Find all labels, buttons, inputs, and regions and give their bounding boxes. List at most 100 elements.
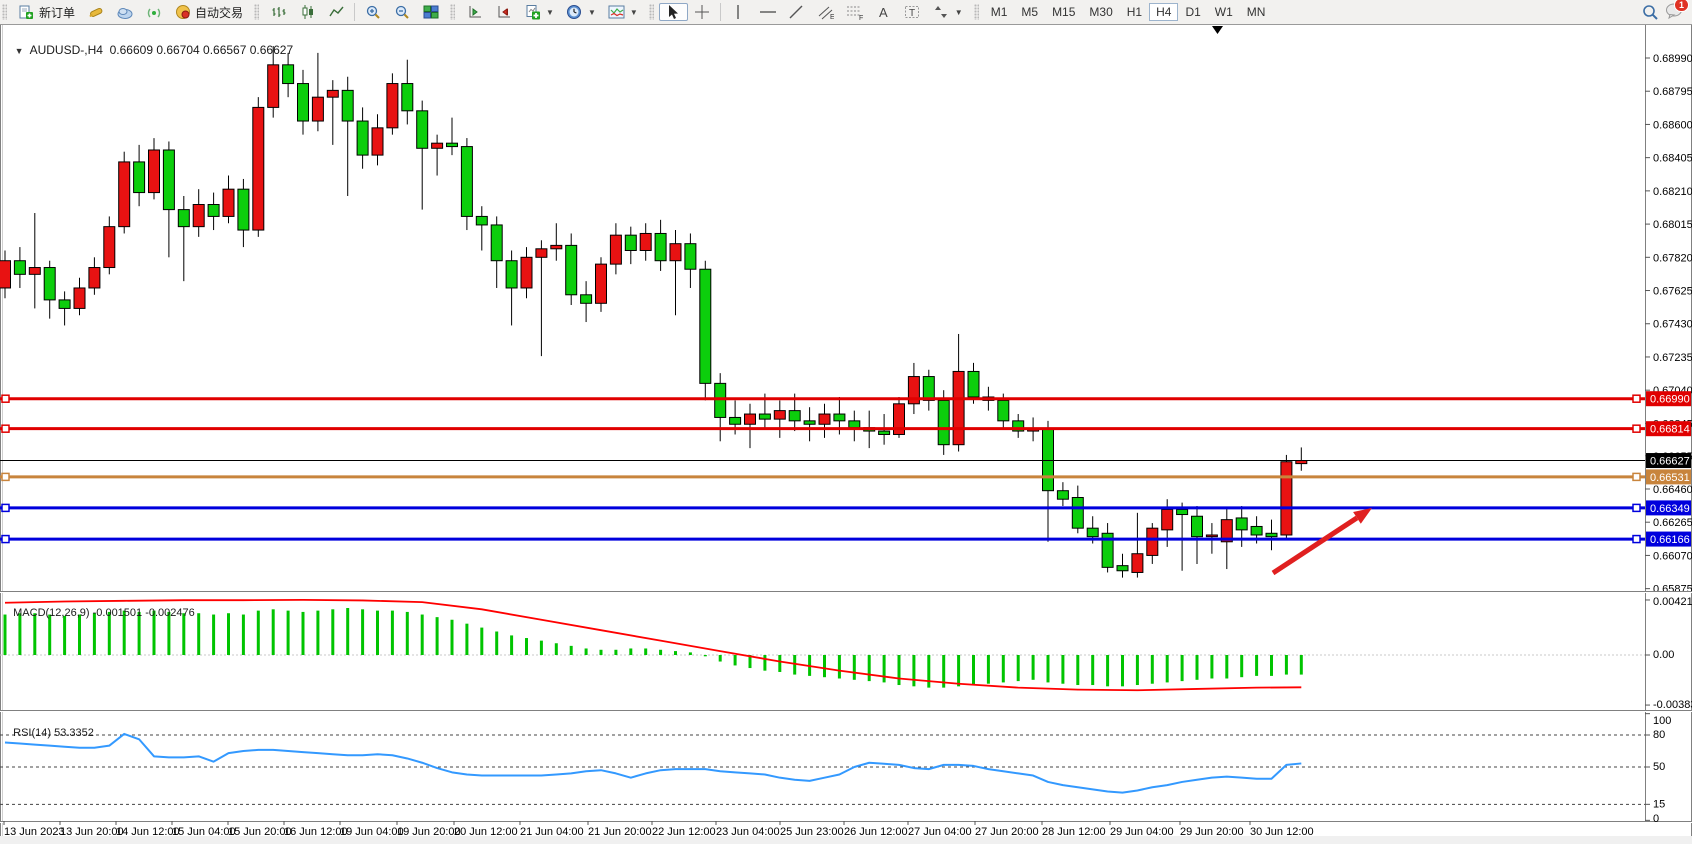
macd-histogram-bar xyxy=(152,610,156,655)
cloud-icon xyxy=(116,4,133,21)
candle-body xyxy=(475,215,488,226)
timeframe-button-m1[interactable]: M1 xyxy=(990,5,1008,19)
macd-histogram-bar xyxy=(763,655,767,671)
candle-body xyxy=(88,267,101,289)
autotrade-label: 自动交易 xyxy=(195,5,244,20)
chart-list-button[interactable] xyxy=(460,3,489,21)
timeframe-button-d1[interactable]: D1 xyxy=(1185,5,1201,19)
timeframe-button-h1[interactable]: H1 xyxy=(1126,5,1143,19)
zoom-in-button[interactable] xyxy=(358,3,387,21)
timeframe-button-m5[interactable]: M5 xyxy=(1021,5,1039,19)
timeframe-button-h4[interactable]: H4 xyxy=(1149,3,1179,21)
timeframe-button-m15[interactable]: M15 xyxy=(1052,5,1076,19)
timeframe-button-w1[interactable]: W1 xyxy=(1214,5,1233,19)
vertical-line-tool-button[interactable] xyxy=(724,3,753,21)
macd-signal-line xyxy=(4,599,1302,692)
price-flag xyxy=(1646,453,1691,469)
macd-histogram-bar xyxy=(167,611,171,655)
time-axis-label: 21 Jun 20:00 xyxy=(588,826,652,838)
tile-windows-button[interactable] xyxy=(416,3,445,21)
candle-body xyxy=(1012,420,1025,432)
line-anchor-marker xyxy=(1,534,10,544)
candle-body xyxy=(714,382,727,418)
candle-body xyxy=(386,83,399,129)
cursor-tool-button[interactable] xyxy=(658,3,688,21)
macd-histogram-bar xyxy=(1284,655,1288,675)
macd-histogram-bar xyxy=(495,631,499,655)
channel-tool-button[interactable]: E xyxy=(811,3,840,21)
macd-histogram-bar xyxy=(569,645,573,655)
chart-shift-marker[interactable] xyxy=(1212,26,1223,34)
trendline-tool-button[interactable] xyxy=(782,3,811,21)
macd-histogram-bar xyxy=(778,655,782,672)
cloud-button[interactable] xyxy=(110,3,139,21)
period-button[interactable]: ▼ xyxy=(560,3,602,21)
candle-body xyxy=(848,420,861,429)
new-order-button[interactable]: 新订单 xyxy=(12,3,81,21)
chart-scroll-end-button[interactable] xyxy=(489,3,518,21)
zoom-out-icon xyxy=(393,4,410,21)
time-axis-label: 27 Jun 04:00 xyxy=(908,826,972,838)
trend-arrow-object[interactable] xyxy=(1271,515,1359,576)
macd-indicator-label: MACD(12,26,9) -0.001501 -0.002476 xyxy=(7,595,195,619)
candle-body xyxy=(13,260,26,275)
candle-body xyxy=(252,106,265,231)
text-label-tool-button[interactable]: T xyxy=(898,3,927,21)
macd-histogram-bar xyxy=(271,609,275,655)
timeframe-button-mn[interactable]: MN xyxy=(1246,5,1266,19)
price-axis-label: 0.68405 xyxy=(1653,153,1692,165)
autotrade-button[interactable]: 自动交易 xyxy=(168,3,249,21)
fibonacci-tool-button[interactable]: F xyxy=(840,3,869,21)
candle-body xyxy=(684,243,697,270)
candle-body xyxy=(1101,532,1114,568)
candle-body xyxy=(73,287,86,309)
candle-body xyxy=(788,410,801,422)
candlestick-chart-button[interactable] xyxy=(293,3,322,21)
price-flag-label: 0.66990 xyxy=(1650,394,1690,406)
chevron-down-icon: ▼ xyxy=(587,7,596,17)
vertical-line-icon xyxy=(730,4,747,21)
candle-body xyxy=(490,224,503,262)
signal-button[interactable] xyxy=(139,3,168,21)
macd-histogram-bar xyxy=(286,610,290,655)
zoom-out-button[interactable] xyxy=(387,3,416,21)
crosshair-tool-button[interactable] xyxy=(688,3,717,21)
text-tool-button[interactable]: A xyxy=(869,3,898,21)
bar-chart-button[interactable] xyxy=(264,3,293,21)
trend-arrow-head[interactable] xyxy=(1353,508,1372,524)
arrows-tool-button[interactable]: ▼ xyxy=(927,3,969,21)
macd-histogram-bar xyxy=(688,652,692,655)
time-axis-label: 20 Jun 12:00 xyxy=(454,826,518,838)
time-axis-label: 26 Jun 12:00 xyxy=(844,826,908,838)
candle-body xyxy=(118,161,131,228)
chart-list-icon xyxy=(466,4,483,21)
candle-body xyxy=(669,243,682,262)
macd-histogram-bar xyxy=(1091,655,1095,686)
macd-histogram-bar xyxy=(405,611,409,655)
candle-body xyxy=(311,96,324,122)
crayon-button[interactable] xyxy=(81,3,110,21)
candle-body xyxy=(893,403,905,435)
candle-body xyxy=(162,149,175,211)
candle-body xyxy=(773,410,786,420)
candle-body xyxy=(1161,508,1174,531)
svg-text:T: T xyxy=(909,8,915,19)
line-chart-button[interactable] xyxy=(322,3,351,21)
template-button[interactable]: ▼ xyxy=(602,3,644,21)
candle-body xyxy=(565,244,578,296)
timeframe-button-m30[interactable]: M30 xyxy=(1089,5,1113,19)
candle-body xyxy=(267,64,280,108)
search-button[interactable] xyxy=(1636,3,1665,21)
time-axis-label: 27 Jun 20:00 xyxy=(975,826,1039,838)
candle-body xyxy=(1280,461,1293,536)
collapse-chart-icon[interactable]: ▼ xyxy=(14,46,24,56)
candle-body xyxy=(729,416,742,425)
macd-histogram-bar xyxy=(361,609,365,655)
macd-histogram-bar xyxy=(1135,655,1139,686)
chat-button[interactable]: 1 xyxy=(1665,0,1689,22)
new-chart-button[interactable]: ▼ xyxy=(518,3,560,21)
horizontal-line-tool-button[interactable] xyxy=(753,3,782,21)
price-flag xyxy=(1646,421,1691,437)
